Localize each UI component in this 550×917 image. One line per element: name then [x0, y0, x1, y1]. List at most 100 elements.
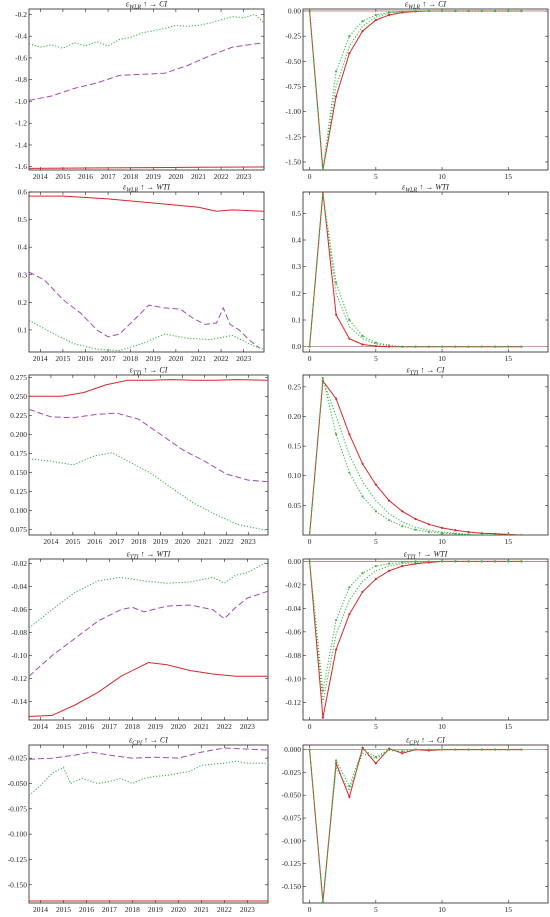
series-point — [387, 13, 391, 17]
chart-panel-5: εTTI ↑ → CI 0.275 0.250 0.225 0.200 0.175 0.15… — [10, 366, 269, 546]
y-tick-label: 0.3 — [18, 270, 28, 279]
y-tick-label: -0.075 — [282, 814, 302, 823]
y-tick-label: -1.6 — [15, 162, 27, 171]
y-tick-label: -0.025 — [282, 768, 302, 777]
y-tick-label: 0.225 — [10, 411, 27, 420]
title-subscript: WLR — [408, 5, 420, 11]
plot-frame — [302, 558, 549, 721]
series-point — [348, 337, 351, 340]
y-tick-label: -0.125 — [282, 859, 302, 868]
series-point — [387, 519, 391, 522]
x-tick-label: 2020 — [168, 172, 183, 181]
series-point — [335, 648, 338, 651]
series-point — [427, 345, 430, 348]
x-tick-label: 2018 — [123, 354, 138, 363]
x-tick-label: 2020 — [175, 537, 190, 546]
series-point — [387, 562, 391, 565]
y-tick-label: -0.150 — [8, 880, 28, 889]
y-tick-label: -0.04 — [285, 604, 301, 613]
x-tick-label: 15 — [505, 905, 513, 914]
y-tick-label: -1.4 — [15, 140, 27, 149]
series-point — [348, 586, 351, 589]
series-point — [427, 530, 430, 534]
series-point — [374, 755, 377, 758]
series-point — [520, 9, 523, 13]
series-point — [454, 529, 457, 532]
series-point — [374, 510, 377, 513]
x-tick-label: 2016 — [78, 354, 93, 363]
y-tick-label: -0.50 — [285, 57, 301, 66]
series-point — [361, 462, 364, 465]
plot-frame — [28, 374, 269, 536]
series-point — [374, 577, 377, 581]
series-point — [440, 9, 444, 13]
x-tick-label: 2019 — [146, 172, 161, 181]
y-tick-label: -0.100 — [8, 830, 28, 839]
series-line-green-dotted — [29, 760, 268, 797]
title-rest: ↑ → CI — [420, 0, 446, 9]
y-tick-label: 0.150 — [10, 468, 27, 477]
y-tick-label: 0.250 — [10, 392, 27, 401]
chart-panel-1: εWLR ↑ → CI -0.2 -0.4 -0.6 -0.8 -1.0 -1.2 -1.4 -… — [15, 0, 265, 181]
x-tick-label: 5 — [374, 354, 378, 363]
x-tick-label: 2023 — [240, 722, 255, 731]
series-line-purple-dashed — [29, 271, 260, 349]
x-tick-label: 5 — [374, 905, 378, 914]
x-tick-label: 5 — [374, 537, 378, 546]
series-point — [374, 345, 377, 348]
y-tick-label: 0.00 — [288, 7, 301, 16]
y-tick-label: 0.10 — [288, 471, 301, 480]
y-tick-label: -0.08 — [285, 651, 301, 660]
y-tick-label: -0.10 — [11, 651, 27, 660]
title-rest: ↑ → WTI — [139, 550, 171, 559]
panel-title: εCPI ↑ → CI — [129, 736, 168, 747]
y-tick-label: 0.05 — [288, 501, 301, 510]
x-tick-label: 2017 — [102, 905, 117, 914]
x-tick-label: 2016 — [79, 905, 94, 914]
x-tick-label: 2020 — [171, 905, 186, 914]
title-epsilon: ε — [130, 366, 134, 375]
series-point — [414, 528, 417, 531]
series-point — [348, 35, 351, 38]
y-tick-label: -0.6 — [15, 53, 27, 62]
series-point — [427, 560, 430, 563]
panel-title: εCPI ↑ → CI — [406, 736, 445, 747]
x-tick-label: 2016 — [87, 537, 102, 546]
title-rest: ↑ → WTI — [417, 183, 449, 192]
series-point — [493, 533, 497, 535]
y-tick-label: 0.0 — [292, 342, 302, 351]
title-subscript: CPI — [409, 741, 420, 747]
series-point — [454, 532, 457, 535]
series-line-green-dotted — [29, 560, 268, 629]
series-point — [335, 759, 338, 762]
series-point — [361, 334, 364, 338]
series-point — [361, 495, 364, 498]
series-point — [454, 560, 457, 563]
x-tick-label: 10 — [438, 354, 446, 363]
y-tick-label: -1.50 — [285, 157, 301, 166]
series-point — [348, 784, 351, 788]
title-rest: ↑ → CI — [141, 366, 167, 375]
x-tick-label: 2017 — [102, 722, 117, 731]
series-point — [321, 192, 324, 194]
y-tick-label: -1.25 — [285, 132, 301, 141]
series-point — [335, 313, 338, 316]
series-point — [440, 560, 444, 563]
series-point — [454, 748, 457, 751]
x-tick-label: 2022 — [217, 722, 232, 731]
y-tick-label: -0.02 — [11, 559, 27, 568]
y-tick-label: 0.100 — [10, 506, 27, 515]
x-tick-label: 15 — [505, 172, 513, 181]
series-point — [361, 19, 364, 23]
series-point — [480, 9, 483, 13]
title-subscript: WLR — [126, 188, 138, 194]
y-tick-label: -0.025 — [8, 754, 28, 763]
y-tick-label: 0.2 — [18, 298, 28, 307]
x-tick-label: 2016 — [79, 722, 94, 731]
chart-panel-3: εWLR ↑ → WTI 0.6 0.5 0.4 0.3 0.2 0.1 2014 2015 20… — [18, 183, 265, 363]
series-point — [374, 13, 377, 17]
y-tick-label: 0.00 — [288, 557, 301, 566]
y-tick-label: -0.14 — [11, 697, 27, 706]
x-tick-label: 2019 — [148, 722, 163, 731]
chart-panel-4: εWLR ↑ → WTI 0.5 0.4 0.3 0.2 0.1 0.0 0 5 10 15 — [292, 183, 549, 363]
